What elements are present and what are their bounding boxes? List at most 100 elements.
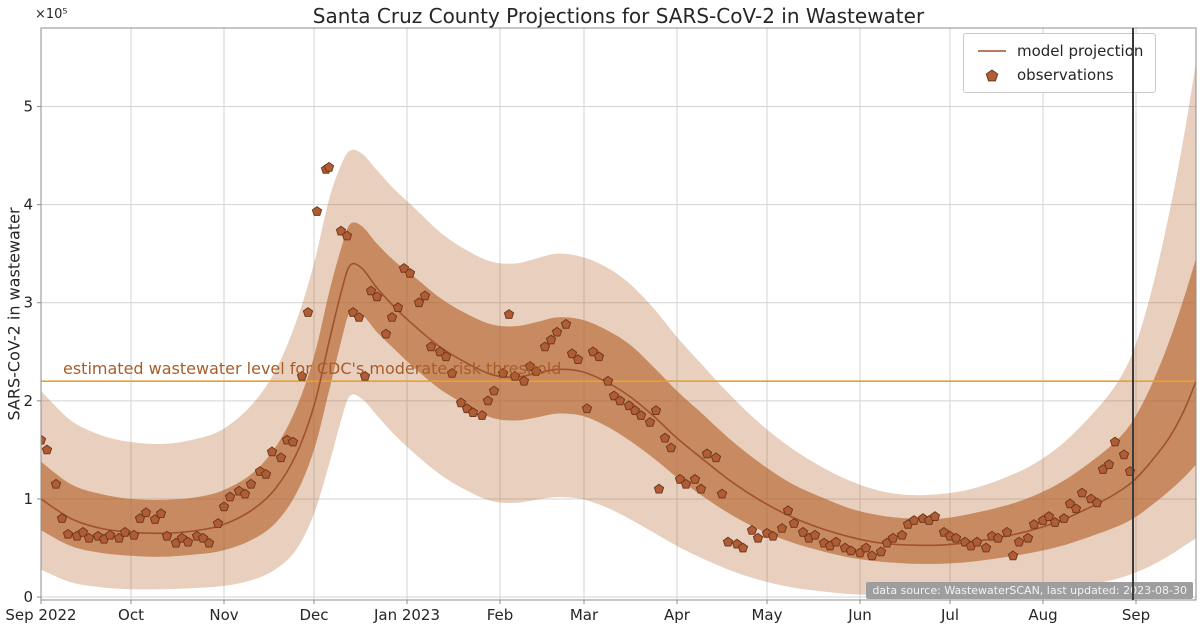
observation-marker [497, 367, 509, 378]
observation-marker [1007, 550, 1019, 561]
observation-marker [767, 530, 779, 541]
observation-marker [830, 536, 842, 547]
x-tick-label: Jun [847, 606, 871, 624]
observation-marker [446, 367, 458, 378]
observation-marker [710, 452, 722, 463]
x-tick-label: Jul [940, 606, 959, 624]
observation-marker [41, 434, 47, 445]
observation-marker [62, 528, 74, 539]
y-tick-label: 1 [23, 490, 33, 508]
observation-marker [245, 478, 257, 489]
observation-marker [425, 341, 437, 352]
observation-marker [701, 448, 713, 459]
observation-marker [1070, 503, 1082, 514]
last-updated-vline [1132, 28, 1134, 600]
observation-marker [302, 307, 314, 317]
observation-marker [797, 526, 809, 537]
x-tick-label: Mar [570, 606, 599, 624]
observation-marker [509, 370, 521, 381]
observation-marker [467, 407, 479, 417]
observation-marker [365, 285, 377, 296]
observation-marker [1118, 449, 1130, 460]
inner-confidence-band [41, 222, 1196, 564]
observation-marker [155, 508, 167, 518]
threshold-label: estimated wastewater level for CDC's mod… [63, 359, 562, 378]
observation-marker [1109, 436, 1121, 447]
observation-marker [929, 511, 941, 521]
observation-marker [518, 375, 530, 386]
observation-marker [992, 532, 1004, 543]
x-tick-label: Aug [1028, 606, 1057, 624]
legend: model projection observations [963, 33, 1157, 93]
observation-marker [602, 375, 614, 386]
observation-marker [260, 468, 272, 479]
x-tick-label: Dec [299, 606, 328, 624]
y-tick-labels: 0 1 2 3 4 5 [23, 97, 33, 606]
x-tick-label: Sep [1122, 606, 1150, 624]
outer-confidence-band [41, 62, 1196, 597]
observation-marker [1049, 517, 1061, 527]
observation-marker [266, 446, 278, 457]
tick-marks [37, 105, 1137, 604]
observation-marker [587, 346, 599, 357]
observation-marker [566, 348, 578, 359]
observation-marker [539, 341, 551, 352]
observation-marker [560, 318, 572, 329]
observation-marker [413, 297, 425, 308]
observation-marker [440, 351, 452, 362]
observation-marker [950, 532, 962, 543]
observation-marker [980, 542, 992, 553]
observation-marker [77, 526, 89, 537]
observation-marker [608, 390, 620, 401]
observation-marker [653, 483, 665, 494]
observation-marker [218, 501, 230, 512]
observation-marker [41, 444, 53, 455]
observation-marker [323, 161, 335, 172]
chart-title: Santa Cruz County Projections for SARS-C… [312, 4, 925, 28]
observation-marker [866, 550, 878, 561]
observation-marker [503, 309, 515, 319]
observation-marker [635, 410, 647, 420]
observation-marker [887, 532, 899, 543]
observation-marker [488, 385, 500, 396]
legend-label-observations: observations [1017, 66, 1114, 84]
observation-marker [752, 532, 764, 543]
observation-marker [623, 400, 635, 411]
observation-marker [287, 436, 299, 447]
x-tick-label: Jan 2023 [373, 606, 440, 624]
observation-marker [581, 403, 593, 414]
observation-marker [212, 518, 224, 528]
observation-marker [788, 518, 800, 528]
source-note: data source: WastewaterSCAN, last update… [866, 582, 1193, 599]
observation-marker [392, 302, 404, 312]
observation-marker [1076, 487, 1088, 498]
observation-marker [860, 542, 872, 553]
observation-marker [353, 311, 365, 322]
observation-marker [347, 307, 359, 317]
observation-marker [275, 452, 287, 463]
observation-marker [674, 473, 686, 484]
observation-marker [689, 473, 701, 484]
legend-entry-observations: observations [976, 66, 1143, 84]
observation-marker [971, 536, 983, 547]
observation-marker [1013, 536, 1025, 547]
observation-marker [140, 507, 152, 518]
observation-marker [809, 529, 821, 540]
plot-spines [40, 27, 1197, 601]
observation-marker [875, 546, 887, 557]
observation-marker [56, 513, 68, 523]
x-tick-label: Sep 2022 [5, 606, 76, 624]
observation-marker [83, 532, 95, 543]
legend-entry-model-projection: model projection [976, 42, 1143, 60]
observation-marker [386, 311, 398, 322]
observation-marker [341, 230, 353, 241]
observation-marker [644, 416, 656, 427]
observation-marker [1001, 526, 1013, 537]
confidence-bands [41, 62, 1196, 597]
observation-marker [197, 532, 209, 543]
y-tick-label: 4 [23, 196, 33, 214]
observation-marker [182, 536, 194, 547]
observation-marker [1091, 497, 1103, 508]
observation-marker [746, 524, 758, 535]
